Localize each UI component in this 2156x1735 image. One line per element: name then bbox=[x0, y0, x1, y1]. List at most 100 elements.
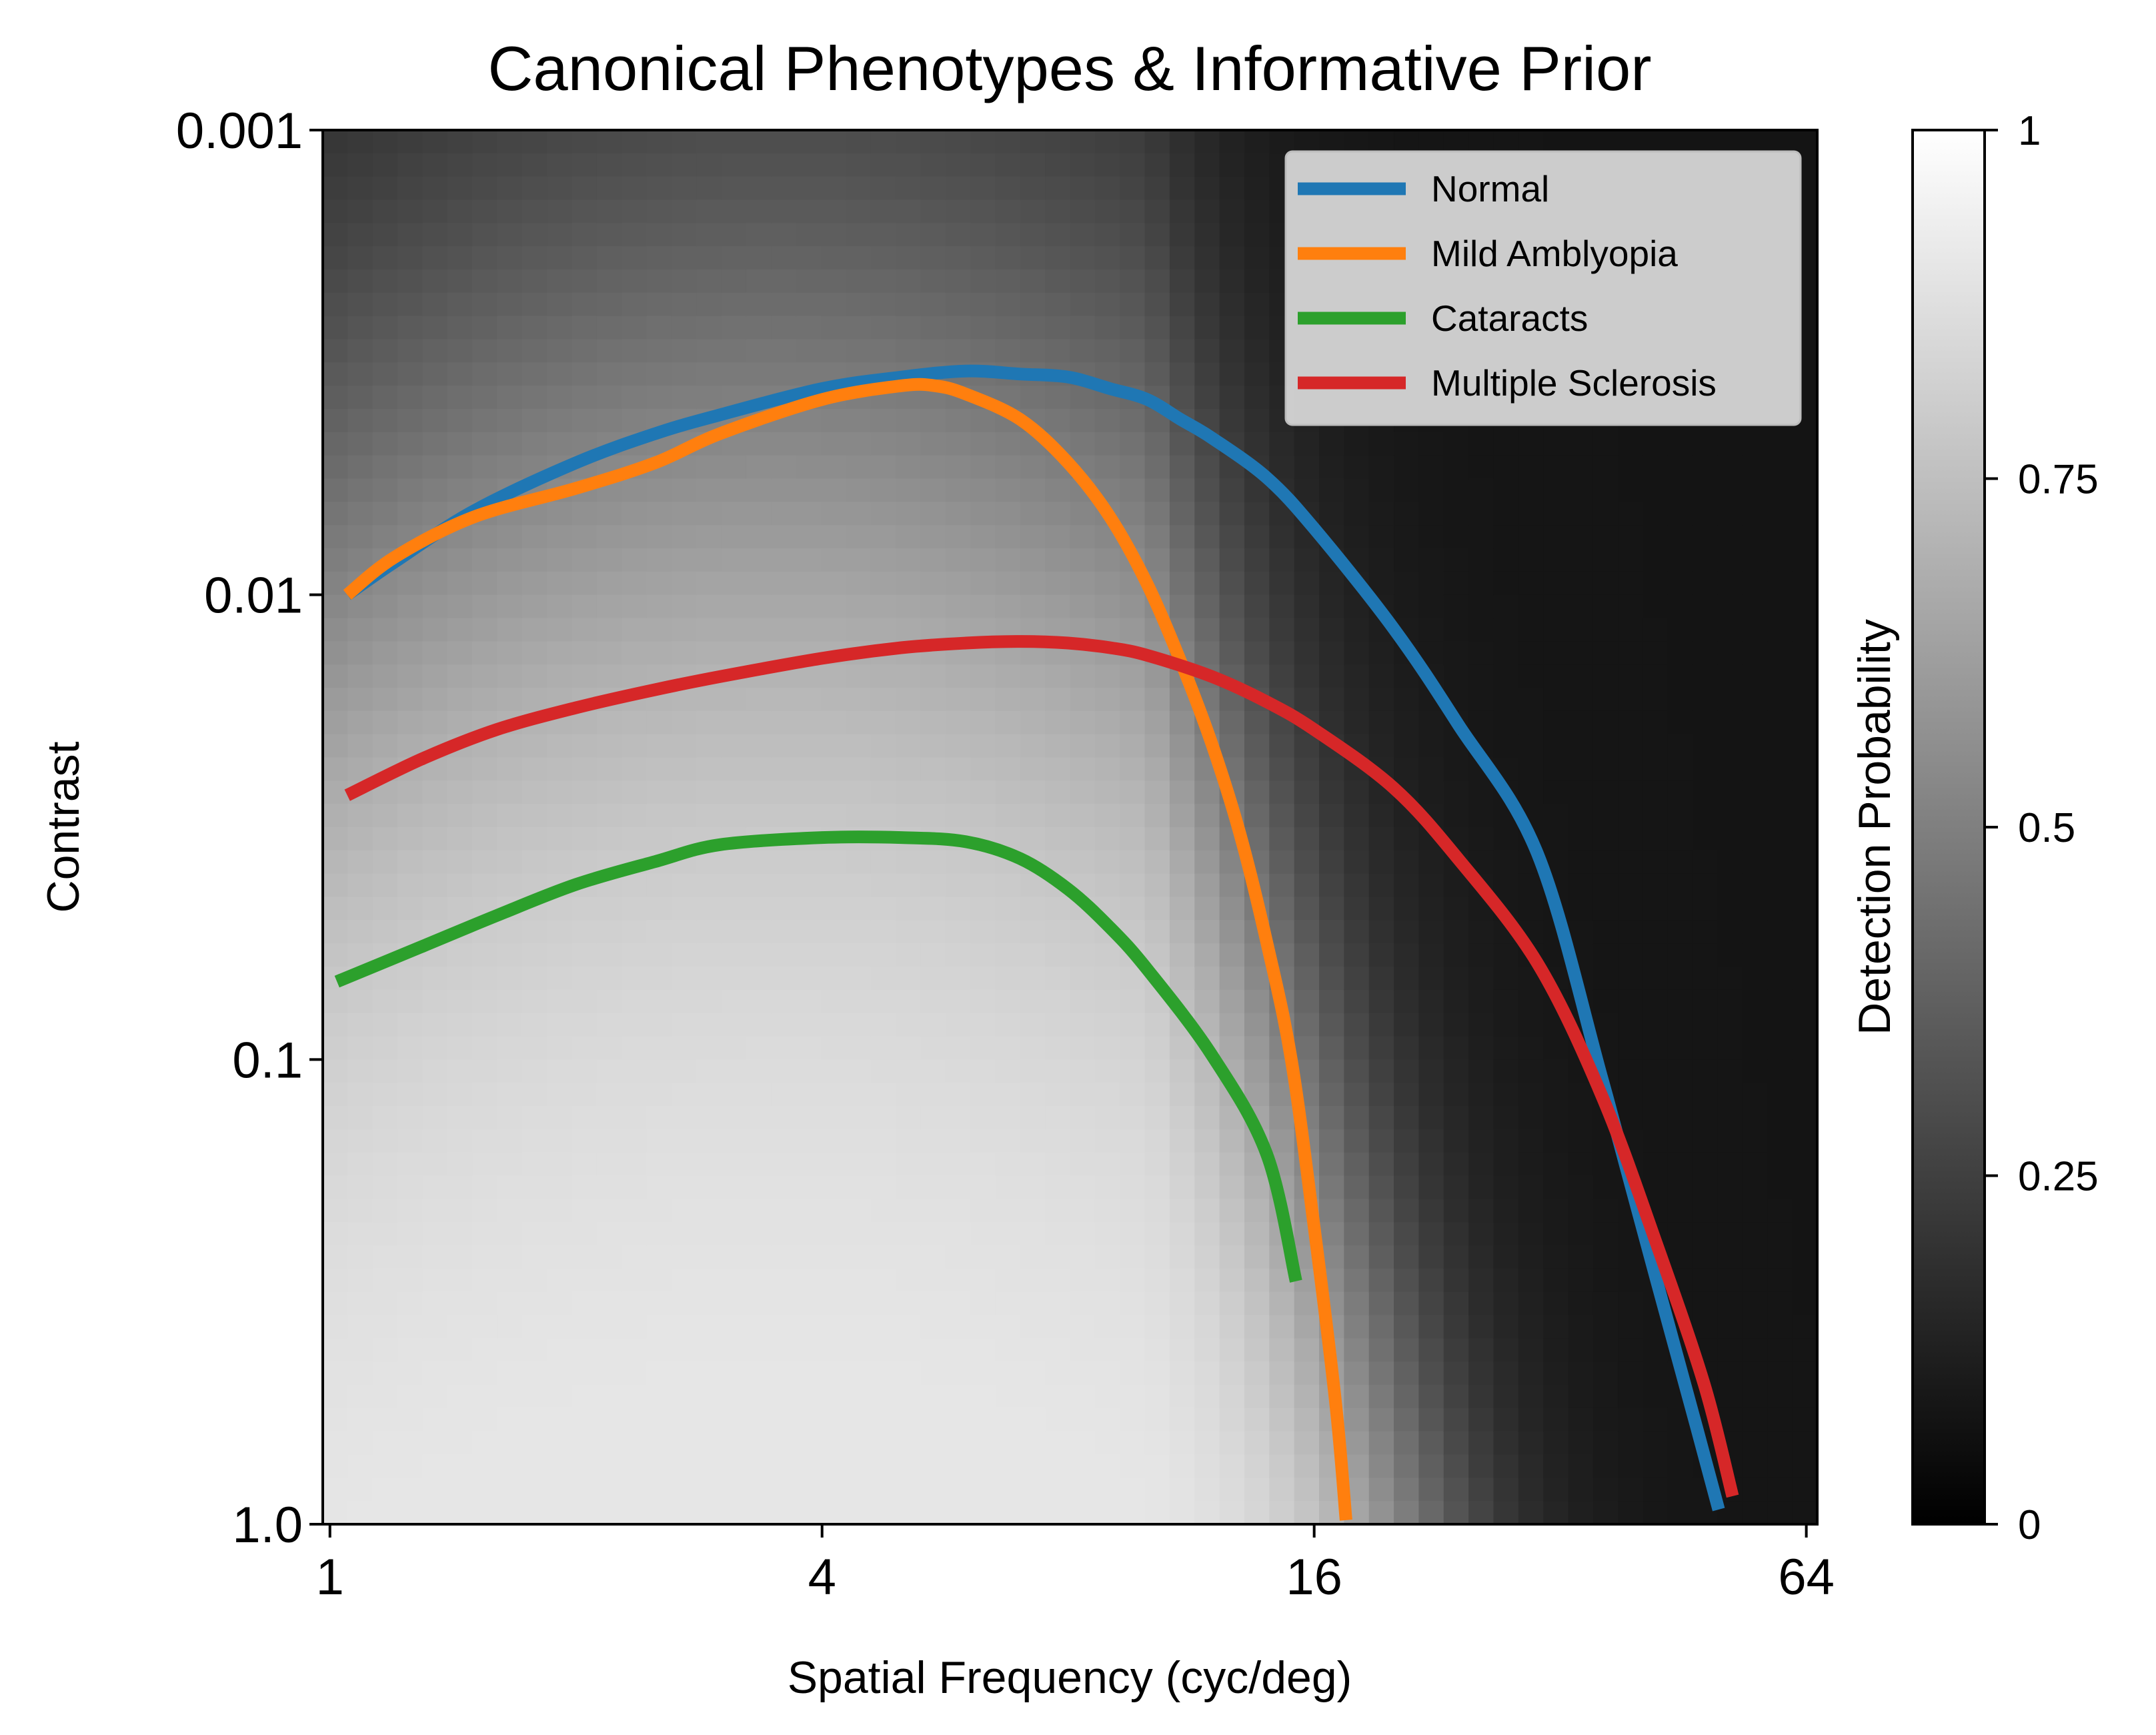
heatmap-cell bbox=[1493, 989, 1519, 1014]
heatmap-cell bbox=[1219, 246, 1245, 270]
heatmap-cell bbox=[1344, 1199, 1370, 1223]
heatmap-cell bbox=[1294, 804, 1320, 828]
heatmap-cell bbox=[1618, 1315, 1644, 1339]
heatmap-cell bbox=[1717, 478, 1743, 503]
heatmap-cell bbox=[1518, 478, 1544, 503]
heatmap-cell bbox=[547, 246, 573, 270]
heatmap-cell bbox=[1244, 664, 1270, 688]
heatmap-cell bbox=[1394, 873, 1420, 898]
heatmap-cell bbox=[347, 920, 373, 945]
heatmap-cell bbox=[1244, 1361, 1270, 1385]
heatmap-cell bbox=[920, 1431, 946, 1456]
heatmap-cell bbox=[1169, 246, 1196, 270]
heatmap-cell bbox=[547, 850, 573, 875]
heatmap-cell bbox=[1618, 432, 1644, 456]
heatmap-cell bbox=[846, 1501, 872, 1524]
heatmap-cell bbox=[1120, 130, 1146, 154]
heatmap-cell bbox=[945, 478, 972, 503]
heatmap-cell bbox=[696, 223, 722, 247]
heatmap-cell bbox=[1169, 827, 1196, 851]
heatmap-cell bbox=[896, 1175, 922, 1200]
heatmap-cell bbox=[1418, 1431, 1444, 1456]
heatmap-cell bbox=[622, 1454, 648, 1479]
heatmap-cell bbox=[422, 1501, 448, 1524]
heatmap-cell bbox=[1693, 1199, 1719, 1223]
heatmap-cell bbox=[920, 688, 946, 712]
heatmap-cell bbox=[1717, 618, 1743, 642]
heatmap-cell bbox=[547, 199, 573, 224]
heatmap-cell bbox=[696, 688, 722, 712]
heatmap-cell bbox=[696, 780, 722, 805]
heatmap-cell bbox=[896, 246, 922, 270]
heatmap-cell bbox=[1169, 1199, 1196, 1223]
heatmap-cell bbox=[721, 594, 747, 619]
heatmap-cell bbox=[397, 1222, 423, 1246]
heatmap-cell bbox=[1518, 1083, 1544, 1107]
heatmap-cell bbox=[447, 1059, 473, 1084]
heatmap-cell bbox=[323, 1385, 349, 1409]
heatmap-cell bbox=[771, 780, 797, 805]
heatmap-cell bbox=[920, 130, 946, 154]
heatmap-cell bbox=[1144, 502, 1170, 526]
heatmap-cell bbox=[646, 153, 672, 177]
heatmap-cell bbox=[596, 641, 623, 666]
heatmap-cell bbox=[572, 1152, 598, 1177]
heatmap-cell bbox=[1693, 897, 1719, 921]
heatmap-cell bbox=[1592, 850, 1619, 875]
heatmap-cell bbox=[1592, 594, 1619, 619]
heatmap-cell bbox=[970, 1222, 996, 1246]
heatmap-cell bbox=[1169, 478, 1196, 503]
heatmap-cell bbox=[796, 269, 822, 294]
heatmap-cell bbox=[1045, 548, 1071, 572]
heatmap-cell bbox=[1120, 1199, 1146, 1223]
heatmap-cell bbox=[1344, 780, 1370, 805]
heatmap-cell bbox=[1070, 943, 1096, 967]
heatmap-cell bbox=[671, 618, 698, 642]
heatmap-cell bbox=[1244, 269, 1270, 294]
heatmap-cell bbox=[397, 1083, 423, 1107]
heatmap-cell bbox=[896, 223, 922, 247]
heatmap-cell bbox=[771, 130, 797, 154]
heatmap-cell bbox=[1418, 1501, 1444, 1524]
heatmap-cell bbox=[821, 478, 847, 503]
heatmap-cell bbox=[1344, 1129, 1370, 1153]
heatmap-cell bbox=[671, 269, 698, 294]
heatmap-cell bbox=[1020, 502, 1046, 526]
heatmap-cell bbox=[1219, 710, 1245, 735]
heatmap-cell bbox=[596, 362, 623, 387]
heatmap-cell bbox=[1294, 664, 1320, 688]
heatmap-cell bbox=[870, 1152, 897, 1177]
heatmap-cell bbox=[896, 1361, 922, 1385]
heatmap-cell bbox=[397, 664, 423, 688]
heatmap-cell bbox=[870, 594, 897, 619]
heatmap-cell bbox=[1368, 1175, 1395, 1200]
heatmap-cell bbox=[1269, 1478, 1295, 1502]
heatmap-cell bbox=[1742, 594, 1769, 619]
heatmap-cell bbox=[1792, 1338, 1817, 1363]
heatmap-cell bbox=[821, 199, 847, 224]
heatmap-cell bbox=[596, 1385, 623, 1409]
heatmap-cell bbox=[1094, 316, 1121, 340]
heatmap-cell bbox=[1294, 432, 1320, 456]
heatmap-cell bbox=[1394, 1083, 1420, 1107]
heatmap-cell bbox=[1070, 780, 1096, 805]
heatmap-cell bbox=[372, 339, 399, 364]
heatmap-cell bbox=[422, 873, 448, 898]
heatmap-cell bbox=[1493, 710, 1519, 735]
heatmap-cell bbox=[746, 1199, 772, 1223]
heatmap-cell bbox=[497, 339, 523, 364]
y-axis-label: Contrast bbox=[38, 741, 89, 913]
heatmap-cell bbox=[596, 1059, 623, 1084]
heatmap-cell bbox=[1792, 502, 1817, 526]
heatmap-cell bbox=[1468, 1478, 1494, 1502]
heatmap-cell bbox=[497, 1291, 523, 1316]
heatmap-cell bbox=[1518, 1478, 1544, 1502]
heatmap-cell bbox=[1767, 1129, 1793, 1153]
heatmap-cell bbox=[1443, 989, 1470, 1014]
heatmap-cell bbox=[1120, 1454, 1146, 1479]
heatmap-cell bbox=[1568, 1152, 1594, 1177]
heatmap-cell bbox=[1244, 1407, 1270, 1432]
heatmap-cell bbox=[1219, 223, 1245, 247]
heatmap-cell bbox=[1319, 618, 1345, 642]
heatmap-cell bbox=[920, 1059, 946, 1084]
